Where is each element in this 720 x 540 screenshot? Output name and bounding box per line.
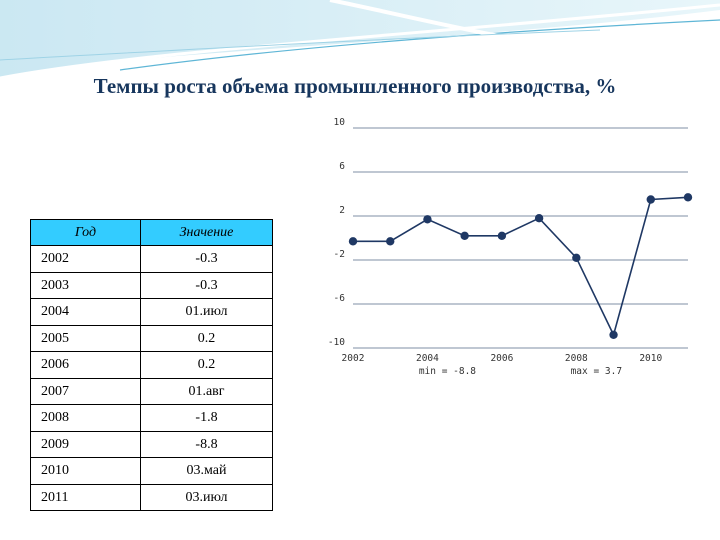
header-banner: [0, 0, 720, 80]
table-row: 2009 -8.8: [30, 430, 273, 458]
cell-value: -0.3: [140, 271, 273, 299]
y-tick-label: -6: [334, 293, 346, 304]
table-row: 2007 01.авг: [30, 377, 273, 405]
cell-year: 2009: [30, 430, 141, 458]
chart-background: [308, 112, 700, 390]
min-annotation: min = -8.8: [419, 366, 476, 377]
cell-value: 0.2: [140, 351, 273, 379]
data-point: [460, 231, 469, 240]
cell-value: 03.май: [140, 457, 273, 485]
table-row: 2010 03.май: [30, 457, 273, 485]
table-row: 2005 0.2: [30, 324, 273, 352]
cell-year: 2002: [30, 245, 141, 273]
data-point: [646, 195, 655, 204]
max-annotation: max = 3.7: [571, 366, 622, 377]
x-tick-label: 2002: [342, 353, 365, 364]
y-tick-label: 6: [339, 161, 345, 172]
table-row: 2002 -0.3: [30, 245, 273, 273]
y-tick-label: -10: [328, 337, 345, 348]
data-point: [386, 237, 395, 246]
cell-value: -1.8: [140, 404, 273, 432]
cell-year: 2008: [30, 404, 141, 432]
col-header-value: Значение: [140, 219, 273, 246]
table-row: 2006 0.2: [30, 351, 273, 379]
y-tick-label: 10: [334, 117, 346, 128]
line-chart-svg: 10 6 2 -2 -6 -10 2002 2004 2006 2008 2010 min = -8.…: [308, 112, 700, 390]
cell-value: 03.июл: [140, 483, 273, 511]
data-table: Год Значение 2002 -0.3 2003 -0.3 2004 01.ию…: [30, 219, 273, 511]
data-point: [572, 253, 581, 262]
data-point: [497, 231, 507, 240]
cell-year: 2004: [30, 298, 141, 326]
cell-value: -8.8: [140, 430, 273, 458]
cell-year: 2011: [30, 483, 141, 511]
series-line: [353, 196, 689, 338]
cell-value: -0.3: [140, 245, 273, 273]
cell-year: 2005: [30, 324, 141, 352]
cell-year: 2007: [30, 377, 141, 405]
table-row: 2008 -1.8: [30, 404, 273, 432]
line-chart: 10 6 2 -2 -6 -10 2002 2004 2006 2008 2010 min = -8.…: [308, 112, 700, 390]
table-row: 2011 03.июл: [30, 483, 273, 511]
table-row: 2003 -0.3: [30, 271, 273, 299]
cell-value: 01.авг: [140, 377, 273, 405]
x-tick-label: 2010: [639, 353, 662, 364]
cell-value: 0.2: [140, 324, 273, 352]
table-header-row: Год Значение: [30, 219, 273, 246]
data-point: [348, 237, 358, 246]
cell-year: 2006: [30, 351, 141, 379]
x-tick-label: 2004: [416, 353, 439, 364]
data-point: [534, 214, 544, 223]
cell-year: 2003: [30, 271, 141, 299]
data-point: [683, 193, 693, 202]
x-tick-label: 2006: [490, 353, 513, 364]
cell-value: 01.июл: [140, 298, 273, 326]
slide-title: Темпы роста объема промышленного произво…: [93, 74, 617, 98]
col-header-year: Год: [30, 219, 141, 246]
y-tick-label: 2: [339, 205, 345, 216]
table-row: 2004 01.июл: [30, 298, 273, 326]
data-point: [609, 330, 618, 339]
data-point: [423, 215, 432, 224]
y-tick-label: -2: [334, 249, 345, 260]
cell-year: 2010: [30, 457, 141, 485]
x-tick-label: 2008: [565, 353, 588, 364]
